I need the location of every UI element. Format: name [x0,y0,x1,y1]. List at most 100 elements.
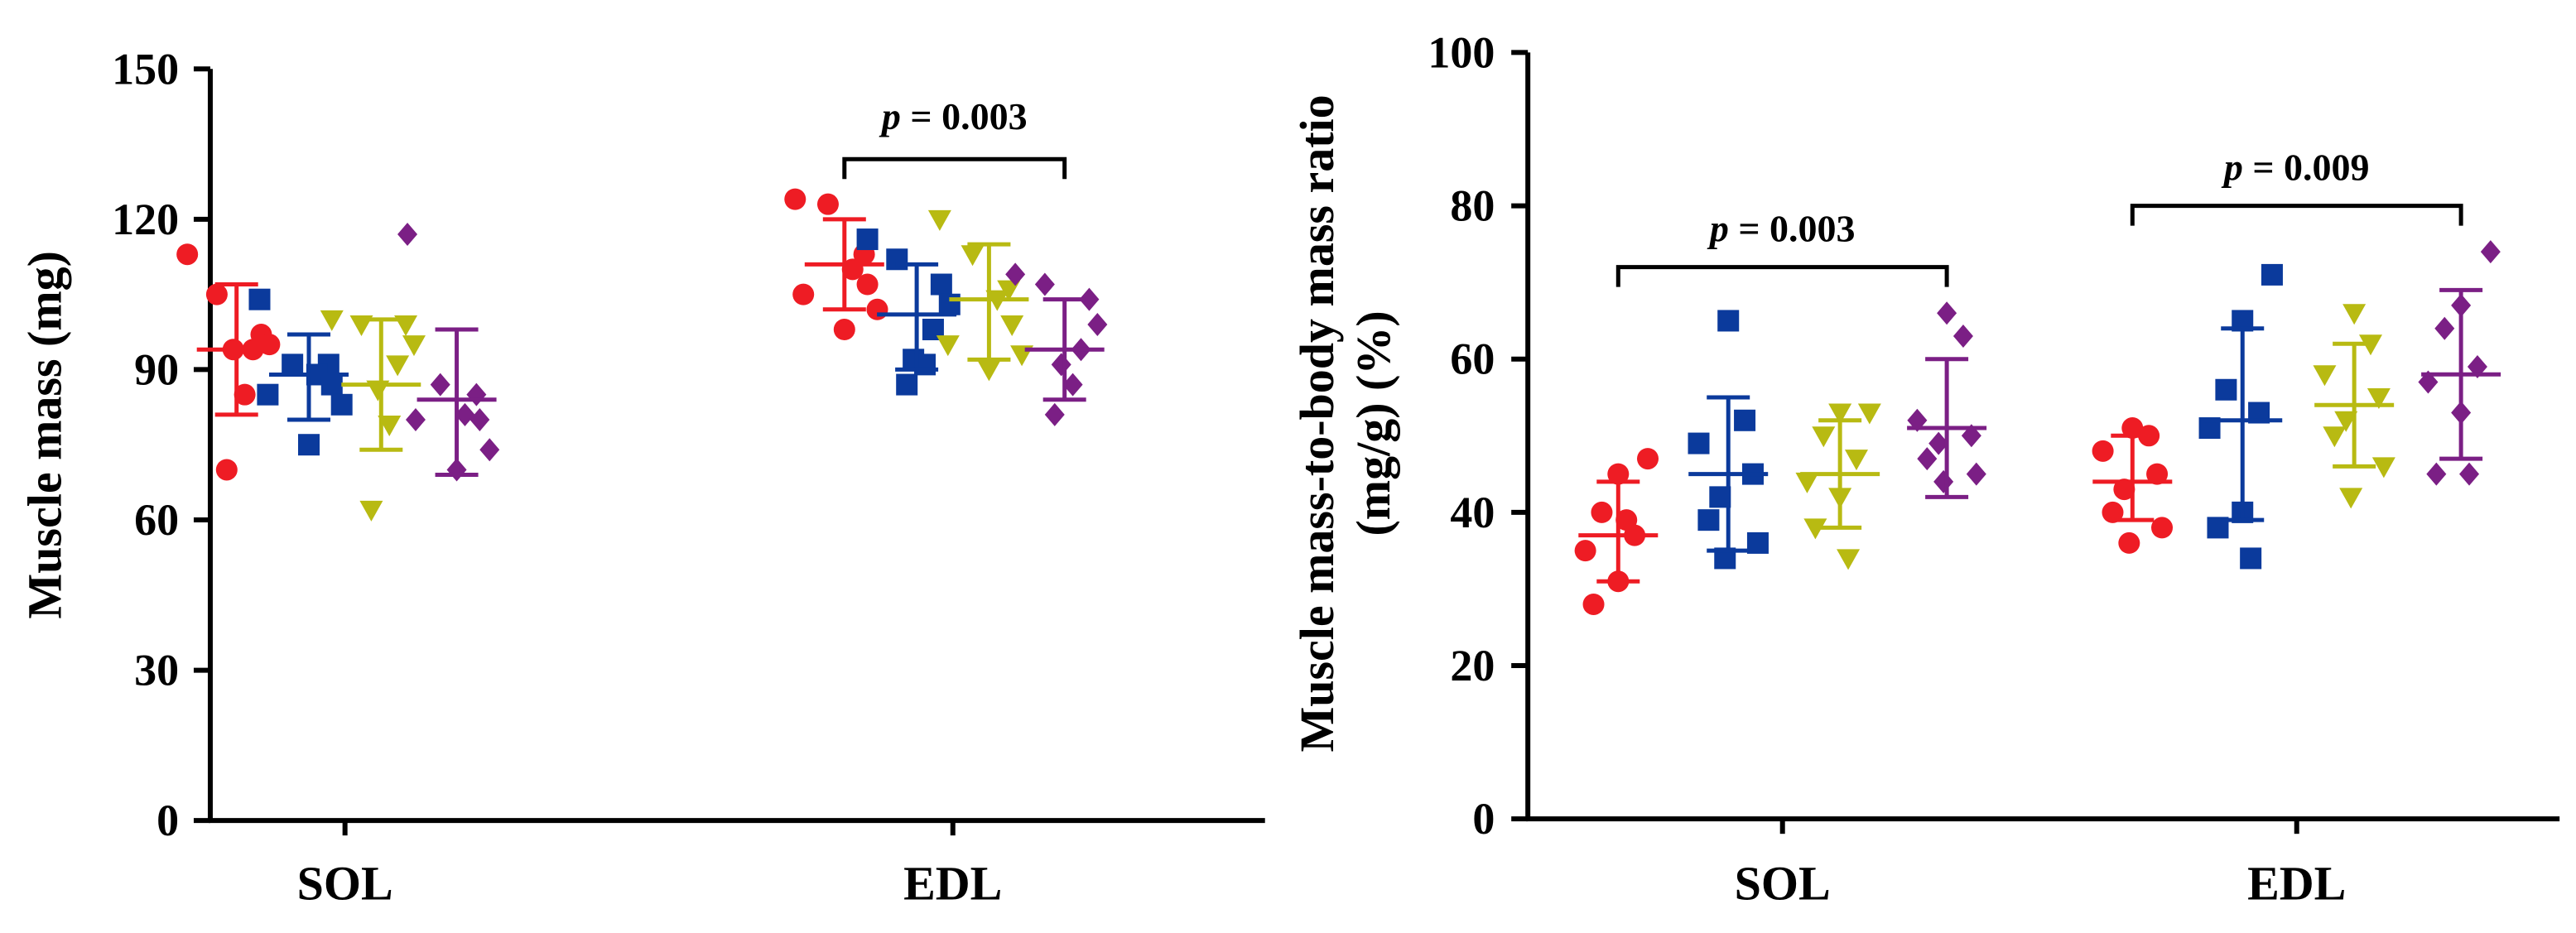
data-point-group-4-sol [1928,431,1949,455]
data-point-group-3-sol [378,416,402,437]
data-point-group-3-sol [1812,426,1836,448]
data-point-group-1-edl [792,283,815,305]
data-point-group-3-edl [2334,411,2358,432]
data-point-group-1-sol [234,383,256,406]
data-point-group-3-sol [359,500,383,522]
data-point-group-1-edl [856,273,879,296]
data-point-group-2-sol [1717,310,1740,332]
data-point-group-1-edl [2121,417,2144,440]
data-point-group-3-edl [1000,315,1024,336]
data-point-group-4-sol [405,407,426,431]
data-point-group-4-sol [430,373,450,397]
data-point-group-4-edl [1044,402,1065,426]
data-point-group-2-sol [257,383,279,406]
data-point-group-3-sol [1803,518,1827,540]
data-point-group-1-edl [784,188,807,210]
data-point-group-3-sol [402,335,426,357]
data-point-group-3-edl [2342,304,2367,325]
data-point-group-3-edl [927,209,951,231]
y-tick-label: 150 [112,44,179,94]
data-point-group-2-edl [2240,547,2262,570]
data-point-group-2-sol [282,353,304,376]
data-point-group-1-edl [866,298,888,320]
chart-panel-1: 0 30 60 90 120 150 SOL EDL Muscle mass (mg) p = 0… [17,44,1265,910]
y-axis-label: Muscle mass-to-body mass ratio [1290,94,1344,752]
data-point-group-3-edl [2367,388,2391,410]
significance-bracket [2130,204,2463,226]
data-point-group-2-sol [320,373,343,396]
data-point-group-4-edl [1034,272,1055,296]
x-category-label: EDL [903,856,1002,910]
y-tick-label: 20 [1450,641,1495,690]
data-point-group-4-edl [2426,462,2447,486]
data-point-group-4-edl [1005,262,1026,286]
data-point-group-3-sol [386,355,410,377]
chart-panel-2: 0 20 40 60 80 100 SOL EDL Muscle mass-to-body ma… [1290,27,2560,910]
p-value: = 0.003 [1729,208,1856,250]
data-point-group-2-edl [2261,263,2283,286]
data-point-group-1-sol [1637,448,1659,470]
data-point-group-3-edl [2371,457,2395,479]
data-point-group-2-sol [248,288,271,310]
y-tick-label: 90 [134,344,179,394]
data-point-group-4-edl [1079,287,1100,311]
p-symbol: p [2221,147,2243,189]
p-value: = 0.009 [2243,147,2370,189]
data-point-group-1-edl [2118,531,2140,554]
data-point-group-4-sol [1966,462,1986,486]
y-tick-label: 120 [112,195,179,244]
data-point-group-3-sol [320,310,344,331]
data-point-group-2-sol [1688,432,1710,454]
data-point-group-4-sol [397,222,418,246]
significance-label: p = 0.009 [2221,147,2370,189]
data-point-group-4-sol [1917,447,1938,471]
data-point-group-4-edl [1087,312,1108,336]
y-tick-label: 60 [134,495,179,545]
data-point-group-1-edl [2113,479,2135,501]
y-tick-label: 0 [1472,794,1495,844]
significance-label: p = 0.003 [1707,208,1856,250]
data-point-group-3-edl [2339,488,2363,509]
data-point-group-3-edl [2313,365,2337,387]
data-point-group-1-edl [833,318,855,340]
data-point-group-2-edl [886,248,908,271]
data-point-group-3-edl [2323,426,2347,448]
data-point-group-4-sol [479,438,500,462]
y-axis-label-line-2: (mg/g) (%) [1346,310,1400,536]
data-point-group-1-edl [2092,440,2114,462]
significance-bracket [1615,265,1949,287]
data-point-group-3-sol [1828,403,1852,425]
data-point-group-4-sol [1952,324,1973,348]
data-point-group-2-sol [1746,531,1769,554]
data-point-group-3-edl [961,245,985,267]
data-point-group-4-edl [2480,240,2501,264]
data-point-group-1-sol [176,243,199,266]
data-point-group-2-sol [1734,409,1756,431]
data-point-group-4-sol [1937,301,1957,325]
y-tick-label: 60 [1450,334,1495,384]
data-point-group-1-edl [2151,517,2174,539]
data-point-group-3-sol [1844,450,1868,471]
significance-bracket [842,156,1067,180]
data-point-group-2-edl [856,228,879,251]
y-tick-label: 40 [1450,488,1495,537]
data-point-group-3-sol [1795,472,1819,493]
x-category-label: EDL [2247,856,2346,910]
data-point-group-1-sol [215,459,238,481]
data-point-group-1-edl [2146,463,2169,485]
data-point-group-4-sol [469,407,490,431]
y-tick-label: 30 [134,646,179,695]
data-point-group-4-sol [1933,469,1954,493]
p-symbol: p [1707,208,1729,250]
data-point-group-4-sol [455,402,475,426]
y-tick-label: 80 [1450,181,1495,231]
data-point-group-1-sol [1607,463,1630,485]
data-point-group-3-sol [1857,403,1881,425]
data-point-group-2-edl [930,273,952,296]
data-point-group-1-sol [205,283,228,305]
x-category-label: SOL [297,856,393,910]
data-point-group-1-sol [1591,501,1613,523]
data-point-group-1-edl [2102,501,2124,523]
